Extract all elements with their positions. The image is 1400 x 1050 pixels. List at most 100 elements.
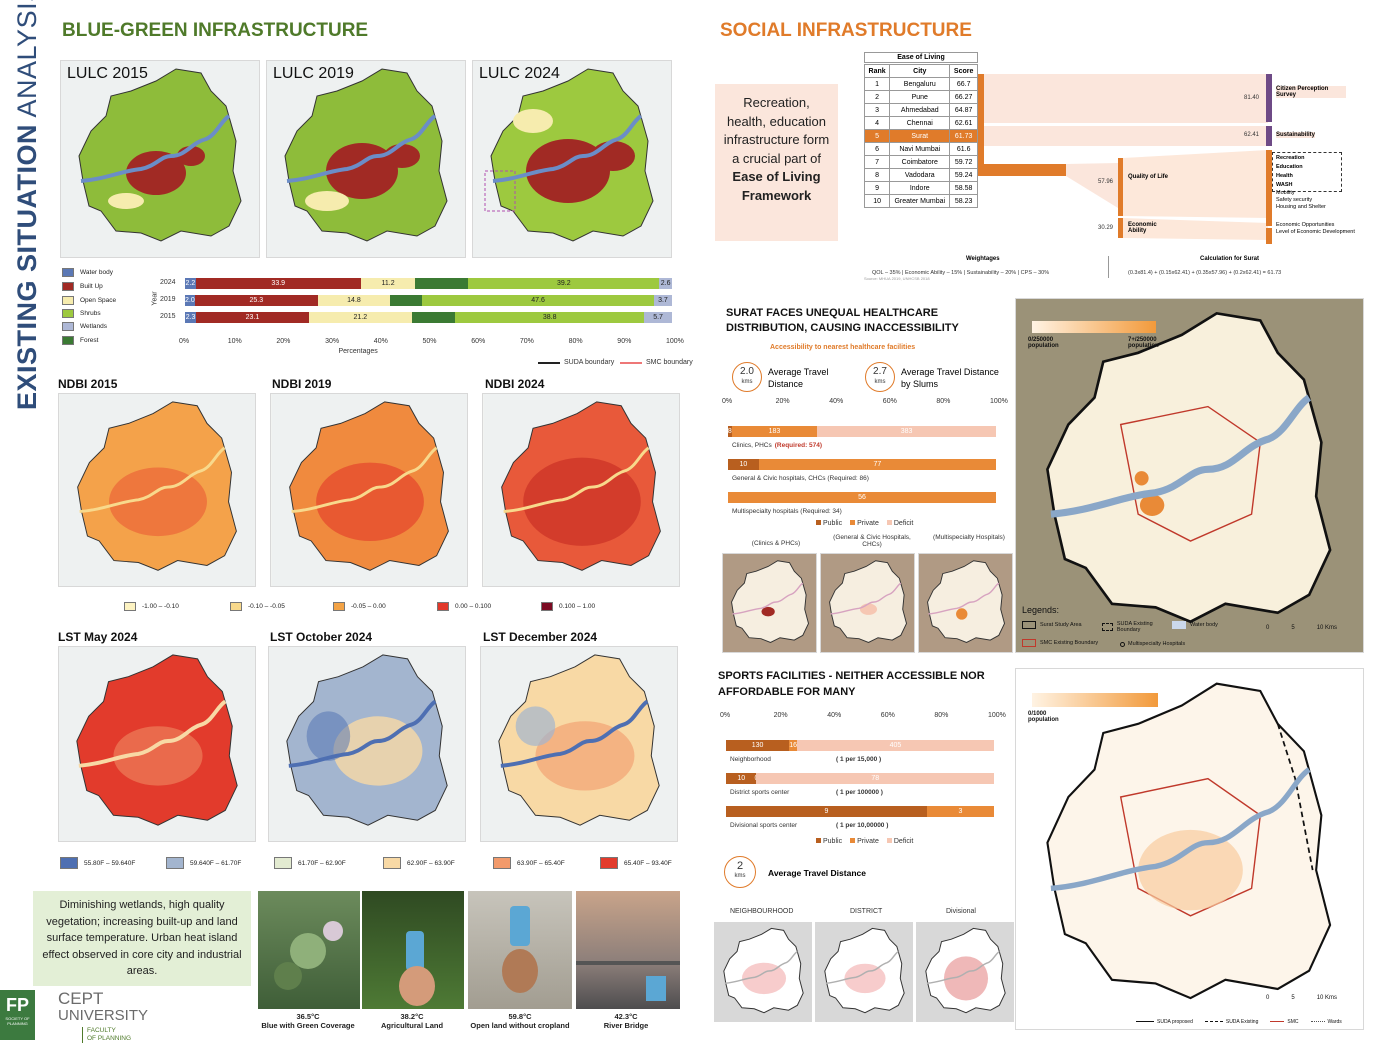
density-max: 7+/250000 population — [1128, 337, 1159, 349]
lulc-x-tick: 60% — [471, 338, 486, 345]
lulc-x-tick: 10% — [227, 338, 242, 345]
qol-item: Safety security — [1276, 197, 1313, 203]
eol-cell: Greater Mumbai — [889, 194, 951, 208]
mini-map-label-1: (Clinics & PHCs) — [751, 540, 801, 547]
density-gradient — [1032, 321, 1156, 333]
facility-segment-public: 130 — [726, 740, 790, 751]
eol-cell: 59.72 — [949, 155, 978, 169]
facility-x-tick: 100% — [988, 712, 1006, 719]
weightages-title: Weightages — [966, 256, 1000, 262]
facility-category-label: Multispecialty hospitals (Required: 34) — [732, 508, 842, 515]
lulc-stacked-bar-chart: Year 2024 2.2 33.9 11.2 39.2 2.6 2019 2.0 25.3 14.… — [150, 275, 684, 365]
lst-legend-2: 59.640F – 61.70F — [166, 857, 241, 869]
ease-of-living-note: Recreation, health, education infrastruc… — [715, 84, 838, 241]
ndbi-legend-3: -0.05 – 0.00 — [333, 602, 386, 611]
sports-stat-label: Average Travel Distance — [768, 868, 866, 878]
lulc-bar: 2.0 25.3 14.8 47.6 3.7 — [185, 295, 672, 306]
value-qol: 57.96 — [1098, 179, 1114, 185]
facility-bar: 130 16 405 — [726, 740, 994, 751]
sports-mini-map-1 — [714, 922, 812, 1022]
scores-sankey — [978, 74, 1272, 244]
legend-deficit: Deficit — [886, 520, 913, 527]
lulc-bar-segment — [411, 312, 456, 323]
lulc-bar-segment: 25.3 — [194, 295, 318, 306]
smc-boundary-legend: SMC boundary — [620, 359, 693, 366]
facility-bar: 8 183 383 — [728, 426, 996, 437]
sports-title: SPORTS FACILITIES - NEITHER ACCESSIBLE N… — [718, 670, 985, 698]
facility-x-tick: 80% — [934, 712, 949, 719]
lst-map-may — [58, 646, 256, 842]
lst-map-december — [480, 646, 678, 842]
ndbi-title-2015: NDBI 2015 — [58, 377, 118, 391]
ndbi-map-2019 — [270, 393, 468, 587]
eol-cell: 58.58 — [949, 181, 978, 195]
legend-private: Private — [850, 520, 879, 527]
facility-segment-private: 16 — [789, 740, 798, 751]
facility-x-tick: 40% — [829, 398, 844, 405]
sports-mini-map-3 — [916, 922, 1014, 1022]
lulc-bar-segment: 2.0 — [185, 295, 195, 306]
label-quality-of-life: Quality of Life — [1128, 174, 1169, 180]
eco-item: Level of Economic Development — [1276, 229, 1355, 235]
facility-x-tick: 0% — [722, 398, 733, 405]
legend-wetlands: Wetlands — [62, 322, 107, 331]
eol-cell: 66.27 — [949, 90, 978, 104]
lulc-x-tick: 50% — [422, 338, 437, 345]
sports-density-min: 0/1000 population — [1028, 711, 1059, 723]
faculty-label: FACULTY OF PLANNING — [82, 1027, 131, 1043]
lulc-bar: 2.3 23.1 21.2 38.8 5.7 — [185, 312, 672, 323]
facility-bar: 10 77 — [728, 459, 996, 470]
facility-segment-private: 56 — [728, 492, 996, 503]
facility-norm: ( 1 per 100000 ) — [836, 789, 883, 796]
legend-suda-proposed: SUDA proposed — [1136, 1019, 1193, 1025]
eol-row: 5 Surat 61.73 — [863, 129, 978, 143]
lst-legend-3: 61.70F – 62.90F — [274, 857, 346, 869]
legend-suda-boundary: SUDA Existing Boundary — [1102, 621, 1162, 633]
eol-cell: 61.73 — [949, 129, 978, 143]
eol-cell: 62.61 — [949, 116, 978, 130]
lulc-bar-segment: 3.7 — [653, 295, 672, 306]
lulc-bar-segment: 21.2 — [308, 312, 412, 323]
sports-mini-label-1: NEIGHBOURHOOD — [730, 908, 794, 915]
eol-row: 1 Bengaluru 66.7 — [863, 77, 978, 91]
health-mini-map-3 — [918, 553, 1013, 653]
highlight-box — [1272, 152, 1342, 192]
legend-shrubs: Shrubs — [62, 309, 101, 318]
eol-cell: Chennai — [889, 116, 951, 130]
ndbi-map-2015 — [58, 393, 256, 587]
health-subtitle: Accessibility to nearest healthcare faci… — [770, 344, 916, 351]
blue-green-heading: BLUE-GREEN INFRASTRUCTURE — [62, 20, 369, 41]
facility-category-label: Neighborhood — [730, 756, 771, 763]
eol-cell: 6 — [863, 142, 891, 156]
legend-wards: Wards — [1310, 1019, 1342, 1025]
eol-cell: 64.87 — [949, 103, 978, 117]
lst-legend-1: 55.80F – 59.640F — [60, 857, 135, 869]
lst-title-may: LST May 2024 — [58, 630, 138, 644]
facility-bar: 056 — [726, 492, 996, 503]
sports-legend-private: Private — [850, 838, 879, 845]
qol-item: Housing and Shelter — [1276, 204, 1326, 210]
sports-stat-badge: 2 kms — [724, 856, 756, 888]
legend-open-space: Open Space — [62, 296, 116, 305]
lulc-bar-segment — [415, 278, 469, 289]
blue-green-note: Diminishing wetlands, high quality veget… — [33, 891, 251, 986]
eco-item: Economic Opportunities — [1276, 222, 1335, 228]
sports-bar-chart: 0% 20% 40% 60% 80% 100% 130 16 405 Neighborhood ( … — [720, 712, 1006, 830]
label-sustainability: Sustainability — [1276, 132, 1316, 138]
sports-density-map: 0/1000 population 0 5 10 Kms SUDA proposed… — [1015, 668, 1364, 1030]
eco-items-list: Economic Opportunities Level of Economic … — [1276, 222, 1355, 236]
lulc-bar-segment: 38.8 — [455, 312, 645, 323]
legend-forest: Forest — [62, 336, 98, 345]
health-mini-map-2 — [820, 553, 915, 653]
social-heading: SOCIAL INFRASTRUCTURE — [720, 20, 972, 41]
eol-cell: Navi Mumbai — [889, 142, 951, 156]
lulc-title-2024: LULC 2024 — [479, 65, 560, 82]
health-stat2-badge: 2.7 kms — [865, 362, 895, 392]
photo-open-land — [468, 891, 572, 1009]
legend-study-area: Surat Study Area — [1022, 621, 1082, 629]
ndbi-legend-5: 0.100 – 1.00 — [541, 602, 595, 611]
qol-item: Health — [1276, 173, 1293, 179]
eol-row: 10 Greater Mumbai 58.23 — [863, 194, 978, 208]
lulc-year-label: 2015 — [160, 313, 176, 320]
lulc-map-2015: LULC 2015 — [60, 60, 260, 258]
